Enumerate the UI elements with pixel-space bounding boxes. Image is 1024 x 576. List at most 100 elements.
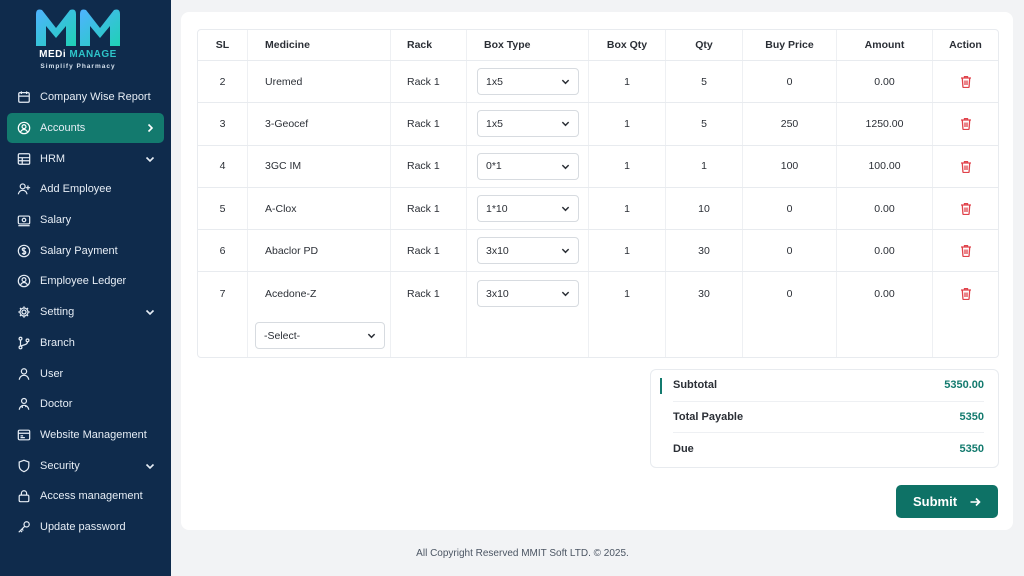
sidebar-item-update-password[interactable]: Update password [0, 512, 171, 543]
user-circle-icon [16, 273, 32, 289]
cell-qty: 5 [666, 61, 743, 103]
sidebar-item-company-wise-report[interactable]: Company Wise Report [0, 82, 171, 113]
cell-amount: 0.00 [837, 187, 933, 230]
chevron-down-icon [561, 289, 570, 298]
sidebar-item-label: Add Employee [40, 183, 112, 196]
report-icon [16, 89, 32, 105]
purchase-card: SL Medicine Rack Box Type Box Qty Qty Bu… [181, 12, 1013, 530]
footer-copyright: All Copyright Reserved MMIT Soft LTD. © … [416, 548, 629, 559]
cell-medicine: 3-Geocef [248, 103, 391, 145]
cell-rack: Rack 1 [391, 145, 467, 187]
box-type-select[interactable]: 1*10 [477, 195, 579, 223]
box-type-value: 1x5 [486, 75, 503, 88]
trash-icon[interactable] [960, 160, 972, 173]
sidebar-item-label: Company Wise Report [40, 91, 151, 104]
box-type-select[interactable]: 1x5 [477, 68, 579, 96]
cell-amount: 0.00 [837, 272, 933, 315]
user-circle-icon [16, 120, 32, 136]
trash-icon[interactable] [960, 287, 972, 301]
trash-icon[interactable] [960, 117, 972, 131]
cell-box-qty: 1 [589, 103, 666, 145]
due-label: Due [673, 442, 694, 455]
box-type-value: 1x5 [486, 117, 503, 130]
cell-amount: 0.00 [837, 61, 933, 103]
shield-icon [16, 458, 32, 474]
col-rack: Rack [391, 30, 467, 60]
cell-sl: 6 [198, 230, 248, 272]
money-icon [16, 212, 32, 228]
chevron-down-icon [561, 162, 570, 171]
table-row: 6 Abaclor PD Rack 1 3x10 1 30 0 0.00 [198, 230, 998, 273]
sidebar-item-access-management[interactable]: Access management [0, 481, 171, 512]
sidebar-item-salary-payment[interactable]: Salary Payment [0, 235, 171, 266]
sidebar-item-branch[interactable]: Branch [0, 328, 171, 359]
sidebar-item-doctor[interactable]: Doctor [0, 389, 171, 420]
sidebar-item-label: Security [40, 459, 80, 472]
cell-buy-price: 100 [743, 145, 837, 187]
cell-amount: 1250.00 [837, 103, 933, 145]
sidebar-item-hrm[interactable]: HRM [0, 143, 171, 174]
cell-qty: 30 [666, 272, 743, 315]
key-icon [16, 519, 32, 535]
col-box-type: Box Type [467, 30, 589, 60]
sidebar-item-employee-ledger[interactable]: Employee Ledger [0, 266, 171, 297]
total-payable-row: Total Payable 5350 [673, 402, 984, 433]
trash-icon[interactable] [960, 75, 972, 89]
cell-box-qty: 1 [589, 187, 666, 230]
cell-buy-price: 0 [743, 61, 837, 103]
sidebar-item-salary[interactable]: Salary [0, 205, 171, 236]
cell-medicine: A-Clox [248, 187, 391, 230]
cell-buy-price: 0 [743, 230, 837, 272]
total-payable-label: Total Payable [673, 410, 744, 423]
subtotal-value: 5350.00 [944, 379, 984, 392]
sidebar-item-label: Salary Payment [40, 244, 118, 257]
cell-rack: Rack 1 [391, 61, 467, 103]
medicine-select[interactable]: -Select- [255, 322, 385, 350]
cell-sl: 5 [198, 187, 248, 230]
submit-button[interactable]: Submit [896, 485, 998, 518]
total-payable-value: 5350 [959, 410, 984, 423]
box-type-select[interactable]: 1x5 [477, 110, 579, 138]
table-row: 4 3GC IM Rack 1 0*1 1 1 100 100.00 [198, 145, 998, 188]
cell-buy-price: 0 [743, 187, 837, 230]
medicine-table: SL Medicine Rack Box Type Box Qty Qty Bu… [197, 29, 999, 359]
table-row: 5 A-Clox Rack 1 1*10 1 10 0 0.00 [198, 187, 998, 231]
cell-sl: 4 [198, 145, 248, 187]
sidebar-item-accounts[interactable]: Accounts [7, 112, 164, 144]
lock-icon [16, 488, 32, 504]
cell-rack: Rack 1 [391, 230, 467, 272]
arrow-right-icon [970, 497, 981, 506]
due-row: Due 5350 [673, 433, 984, 465]
sidebar-item-user[interactable]: User [0, 358, 171, 389]
cell-box-qty: 1 [589, 272, 666, 315]
trash-icon[interactable] [960, 244, 972, 258]
gear-icon [16, 304, 32, 320]
sidebar-item-label: User [40, 367, 64, 380]
trash-icon[interactable] [960, 202, 972, 216]
sidebar-item-add-employee[interactable]: Add Employee [0, 174, 171, 205]
sidebar-item-label: Salary [40, 214, 72, 227]
sidebar-item-label: Branch [40, 336, 75, 349]
cell-qty: 1 [666, 145, 743, 187]
chevron-down-icon [561, 119, 570, 128]
sidebar-item-label: Access management [40, 490, 143, 503]
logo-mark-icon [36, 9, 120, 46]
subtotal-label: Subtotal [673, 379, 717, 392]
sidebar-item-security[interactable]: Security [0, 450, 171, 481]
sidebar-nav: Company Wise Report Accounts HRM Add Emp… [0, 82, 171, 542]
submit-label: Submit [912, 494, 958, 509]
brand-tagline: Simplify Pharmacy [40, 63, 116, 70]
table-row: 3 3-Geocef Rack 1 1x5 1 5 250 1250.00 [198, 103, 998, 146]
chevron-down-icon [561, 77, 570, 86]
box-type-select[interactable]: 3x10 [477, 237, 579, 265]
cell-sl: 2 [198, 61, 248, 103]
sidebar-item-website-management[interactable]: Website Management [0, 420, 171, 451]
user-icon [16, 366, 32, 382]
table-row: 7 Acedone-Z Rack 1 3x10 1 30 0 0.00 [198, 272, 998, 315]
box-type-select[interactable]: 0*1 [477, 152, 579, 180]
sidebar-item-setting[interactable]: Setting [0, 297, 171, 328]
box-type-select[interactable]: 3x10 [477, 280, 579, 308]
sidebar-item-label: Website Management [40, 428, 147, 441]
box-type-value: 1*10 [486, 202, 508, 215]
logo: MEDi MANAGE Simplify Pharmacy [22, 6, 134, 70]
